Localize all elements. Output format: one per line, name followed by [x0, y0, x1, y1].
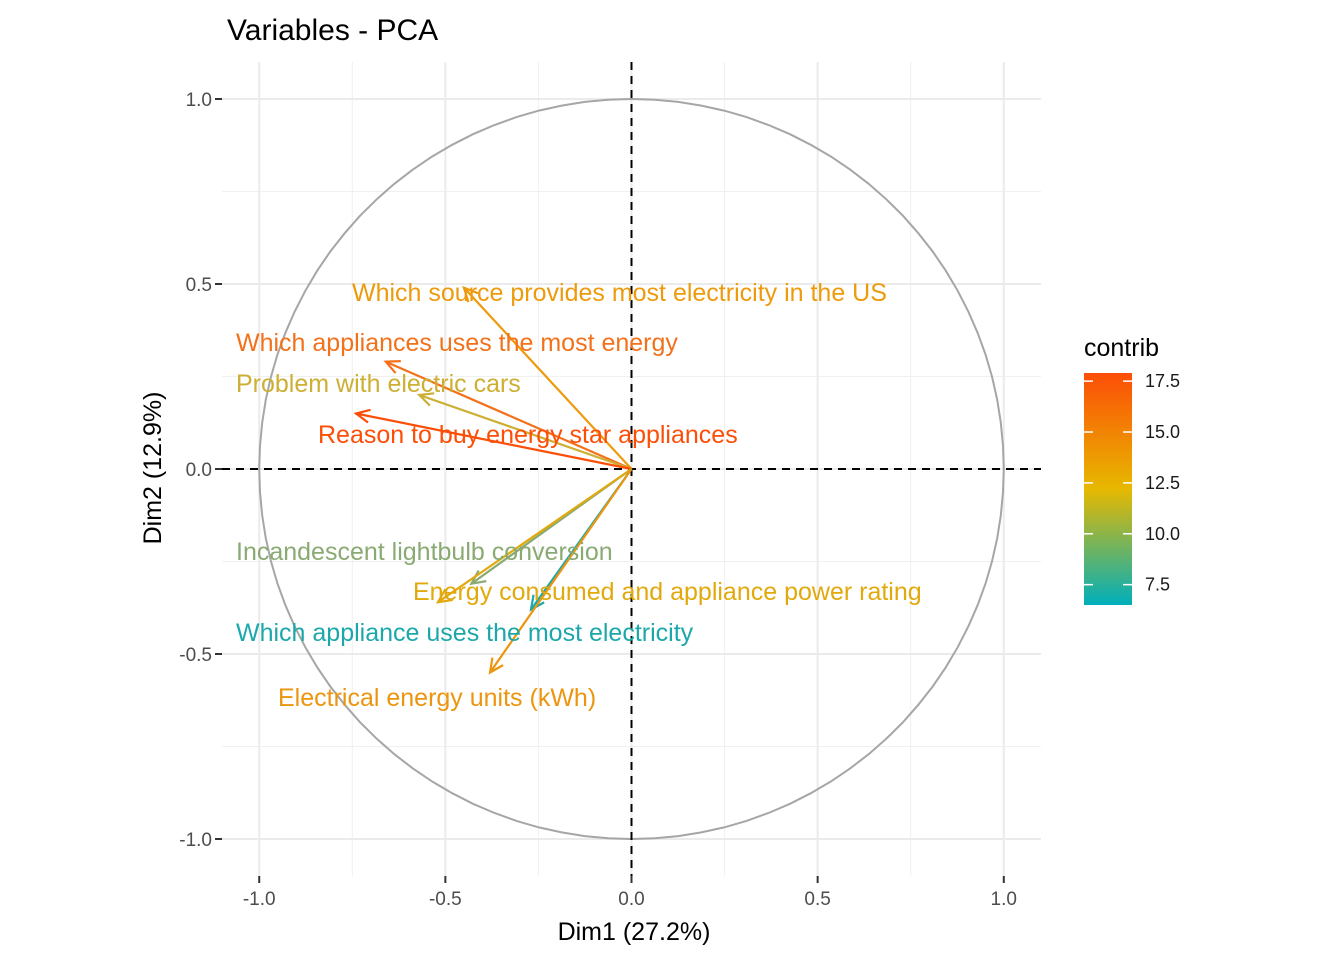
- variable-label: Energy consumed and appliance power rati…: [413, 578, 922, 606]
- legend-break-label: 7.5: [1145, 575, 1170, 595]
- variable-arrow: [462, 285, 633, 470]
- variable-label: Which source provides most electricity i…: [352, 279, 887, 307]
- variable-arrow: [488, 468, 633, 675]
- x-axis-title: Dim1 (27.2%): [558, 918, 711, 946]
- legend-title: contrib: [1084, 334, 1159, 362]
- arrow-head: [435, 588, 453, 604]
- arrow-shaft: [355, 412, 632, 471]
- unit-circle: [258, 97, 1005, 841]
- arrow-head: [529, 594, 545, 612]
- axes: -1.0 -0.5 0.0 0.5 1.0 -1.0 -0.5 0.0 0.5 1.0: [179, 90, 1017, 910]
- x-tick-label: -0.5: [429, 889, 462, 910]
- x-tick-label: 1.0: [991, 889, 1017, 910]
- x-tick-label: -1.0: [243, 889, 276, 910]
- arrow-shaft: [385, 360, 632, 471]
- variable-label: Which appliances uses the most energy: [236, 329, 678, 357]
- arrow-head: [353, 408, 371, 424]
- variable-arrows: [353, 285, 633, 675]
- legend: contrib 7.5 10.0 12.5 15.0 17.5: [1084, 334, 1180, 605]
- arrow-shaft: [489, 468, 633, 674]
- arrow-shaft: [463, 286, 633, 470]
- variable-arrow: [416, 392, 632, 471]
- y-axis-title: Dim2 (12.9%): [139, 392, 167, 545]
- variable-label: Which appliance uses the most electricit…: [236, 619, 694, 647]
- variable-arrow: [383, 360, 632, 471]
- legend-break-label: 12.5: [1145, 473, 1180, 493]
- legend-break-label: 15.0: [1145, 422, 1180, 442]
- legend-break-label: 17.5: [1145, 371, 1180, 391]
- arrow-head: [416, 392, 435, 407]
- correlation-circle: [258, 97, 1005, 841]
- y-tick-label: 0.5: [186, 275, 212, 296]
- arrow-shaft: [418, 393, 632, 471]
- x-tick-label: 0.5: [804, 889, 830, 910]
- variable-label: Electrical energy units (kWh): [278, 684, 596, 712]
- variable-label: Problem with electric cars: [236, 370, 521, 398]
- variable-arrow: [435, 468, 633, 604]
- y-tick-label: 0.0: [186, 460, 212, 481]
- x-tick-label: 0.0: [618, 889, 644, 910]
- arrow-shaft: [437, 468, 633, 604]
- variable-label: Incandescent lightbulb conversion: [236, 538, 613, 566]
- variable-labels: Which source provides most electricity i…: [236, 279, 922, 712]
- legend-break-label: 10.0: [1145, 524, 1180, 544]
- variable-label: Reason to buy energy star appliances: [318, 421, 738, 449]
- y-tick-label: 1.0: [186, 90, 212, 111]
- legend-colorbar: [1084, 373, 1132, 605]
- arrow-head: [383, 360, 401, 374]
- chart-title: Variables - PCA: [227, 14, 438, 47]
- y-tick-label: -1.0: [179, 830, 212, 851]
- y-tick-label: -0.5: [179, 645, 212, 666]
- variable-arrow: [353, 408, 632, 471]
- arrow-head: [488, 657, 504, 675]
- arrow-head: [462, 285, 479, 303]
